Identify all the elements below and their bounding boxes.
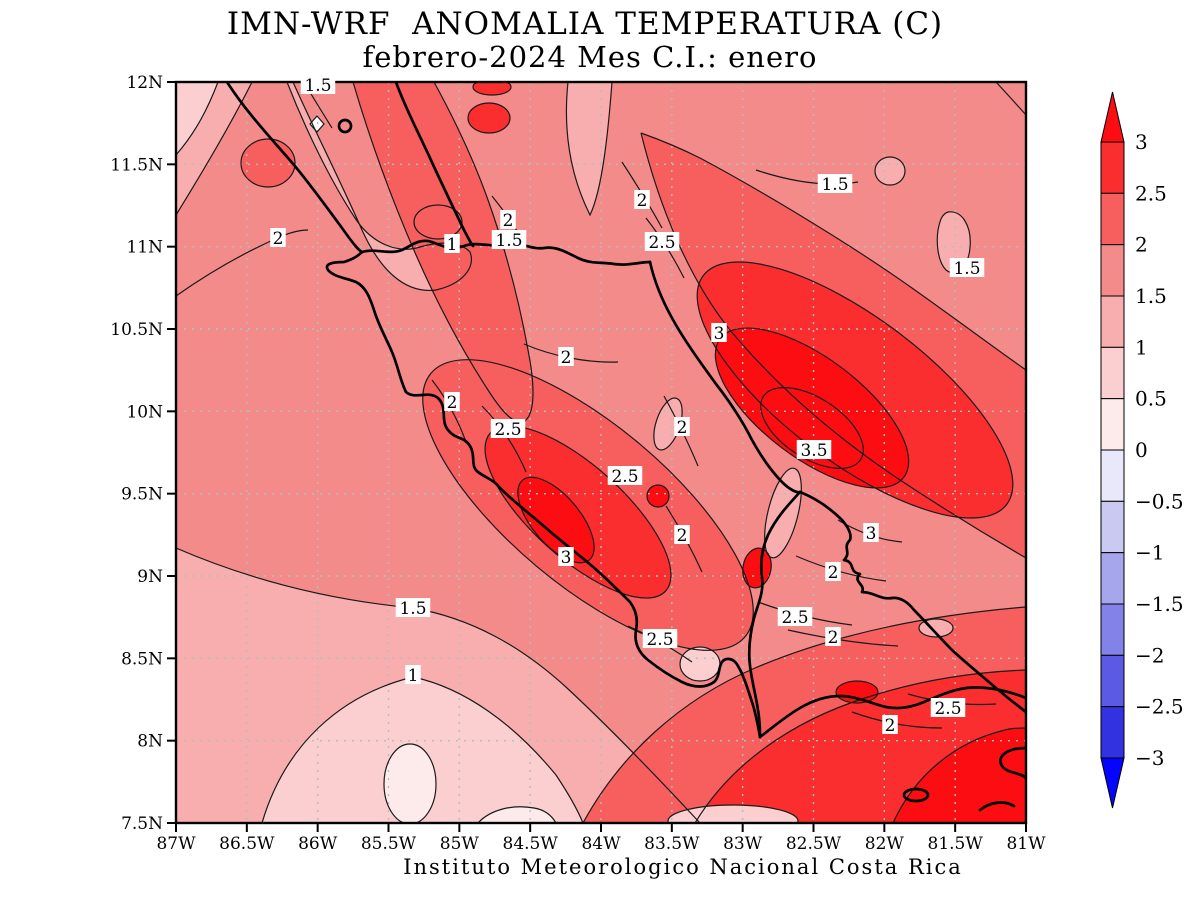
contour-label-value: 2.5 <box>646 630 673 650</box>
colorbar-label: 2 <box>1135 233 1148 257</box>
contour-label-value: 2 <box>503 211 514 231</box>
colorbar-segment <box>1101 399 1124 450</box>
contour-label-value: 2 <box>273 229 284 249</box>
y-tick-label: 11.5N <box>110 155 163 175</box>
colorbar-label: 2.5 <box>1135 181 1167 205</box>
colorbar-label: −0.5 <box>1135 489 1184 513</box>
contour-label-value: 3 <box>561 548 572 568</box>
y-tick-label: 9N <box>137 567 163 587</box>
contour-fills <box>176 79 1050 837</box>
contour-label-value: 3 <box>714 324 725 344</box>
x-tick-label: 87W <box>156 834 196 854</box>
colorbar-segment <box>1101 142 1124 193</box>
contour-label-value: 3.5 <box>800 441 827 461</box>
contour-label-value: 1.5 <box>953 259 980 279</box>
contour-map-plot: 87W 86.5W 86W 85.5W 85W 84.5W 84W 83.5W 83W 82.5W… <box>0 0 1200 900</box>
colorbar-label: −2.5 <box>1135 695 1184 719</box>
x-tick-label: 84.5W <box>503 834 559 854</box>
contour-label-value: 2 <box>828 563 839 583</box>
contour-label-value: 2.5 <box>934 699 961 719</box>
y-tick-label: 10N <box>126 402 163 422</box>
colorbar-segment <box>1101 347 1124 398</box>
chart-subtitle: febrero-2024 Mes C.I.: enero <box>0 40 1180 74</box>
contour-label-value: 2 <box>677 526 688 546</box>
x-tick-label: 85W <box>440 834 480 854</box>
contour-label-value: 1.5 <box>821 175 848 195</box>
y-tick-label: 11N <box>126 238 163 258</box>
footer-caption: Instituto Meteorologico Nacional Costa R… <box>166 855 1200 879</box>
contour-label-value: 2 <box>561 348 572 368</box>
colorbar-label: 1 <box>1135 335 1148 359</box>
contour-label-value: 2.5 <box>494 420 521 440</box>
y-tick-label: 9.5N <box>121 485 163 505</box>
colorbar-label: −2 <box>1135 643 1164 667</box>
colorbar-label: −1 <box>1135 541 1164 565</box>
x-tick-label: 81W <box>1006 834 1046 854</box>
y-tick-label: 12N <box>126 73 163 93</box>
x-tick-label: 86W <box>298 834 338 854</box>
colorbar-arrow-bottom <box>1101 758 1124 808</box>
colorbar-label: −3 <box>1135 746 1164 770</box>
colorbar-label: 1.5 <box>1135 284 1167 308</box>
colorbar-segment <box>1101 245 1124 296</box>
contour-label-value: 1.5 <box>304 76 331 96</box>
colorbar: 3 2.5 2 1.5 1 0.5 0 −0.5 −1 −1.5 −2 −2.5 −3 <box>1101 92 1184 808</box>
contour-label-value: 2 <box>885 716 896 736</box>
contour-label-value: 3 <box>866 524 877 544</box>
x-tick-label: 81.5W <box>928 834 984 854</box>
colorbar-segment <box>1101 450 1124 501</box>
y-tick-label: 10.5N <box>110 320 163 340</box>
contour-label-value: 1 <box>447 235 458 255</box>
colorbar-segment <box>1101 604 1124 655</box>
y-tick-label: 8N <box>137 732 163 752</box>
colorbar-segment <box>1101 553 1124 604</box>
chart-title: IMN-WRF ANOMALIA TEMPERATURA (C) <box>0 6 1170 42</box>
y-tick-label: 7.5N <box>121 814 163 834</box>
x-tick-label: 83W <box>723 834 763 854</box>
contour-label-value: 1 <box>408 666 419 686</box>
colorbar-label: 0 <box>1135 438 1148 462</box>
contour-label-value: 2.5 <box>611 467 638 487</box>
colorbar-segment <box>1101 296 1124 347</box>
colorbar-arrow-top <box>1101 92 1124 142</box>
colorbar-label: 0.5 <box>1135 387 1167 411</box>
contour-label-value: 2 <box>637 191 648 211</box>
weather-map-page: IMN-WRF ANOMALIA TEMPERATURA (C) febrero… <box>0 0 1200 900</box>
contour-label-value: 2.5 <box>781 608 808 628</box>
x-tick-label: 85.5W <box>361 834 417 854</box>
colorbar-label: 3 <box>1135 130 1148 154</box>
x-tick-label: 83.5W <box>644 834 700 854</box>
colorbar-label: −1.5 <box>1135 592 1184 616</box>
contour-label-value: 1.5 <box>399 599 426 619</box>
x-tick-label: 82W <box>865 834 905 854</box>
colorbar-segment <box>1101 655 1124 706</box>
contour-label-value: 1.5 <box>495 231 522 251</box>
contour-label-value: 2 <box>677 418 688 438</box>
contour-label-value: 2 <box>447 393 458 413</box>
x-tick-label: 86.5W <box>219 834 275 854</box>
contour-label-value: 2 <box>828 628 839 648</box>
y-tick-label: 8.5N <box>121 649 163 669</box>
colorbar-segment <box>1101 707 1124 758</box>
colorbar-segment <box>1101 501 1124 552</box>
colorbar-segment <box>1101 193 1124 244</box>
contour-label-value: 2.5 <box>648 233 675 253</box>
x-tick-label: 84W <box>581 834 621 854</box>
x-tick-label: 82.5W <box>786 834 842 854</box>
